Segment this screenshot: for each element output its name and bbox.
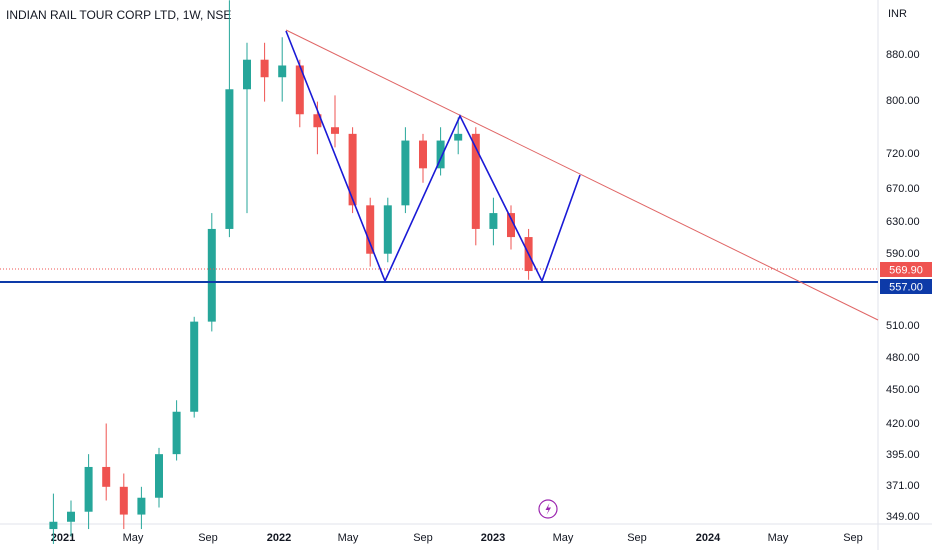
x-tick-label: 2024 bbox=[696, 532, 721, 544]
y-tick-label: 510.00 bbox=[886, 320, 920, 332]
candle-body bbox=[401, 140, 410, 206]
candle-body bbox=[471, 133, 480, 229]
y-tick-label: 395.00 bbox=[886, 449, 920, 461]
support-price-badge bbox=[880, 279, 932, 294]
x-tick-label: May bbox=[768, 532, 789, 544]
candle-body bbox=[436, 140, 445, 169]
candle-body bbox=[243, 59, 251, 90]
double-bottom-pattern bbox=[285, 30, 581, 284]
candle-body bbox=[278, 65, 287, 78]
y-tick-label: 880.00 bbox=[886, 49, 920, 61]
y-tick-label: 630.00 bbox=[886, 216, 920, 228]
x-tick-label: 2023 bbox=[481, 532, 505, 544]
x-tick-label: Sep bbox=[843, 532, 863, 544]
candle-body bbox=[366, 205, 375, 254]
candle-body bbox=[383, 205, 392, 254]
candle-body bbox=[84, 466, 93, 512]
candle-body bbox=[67, 511, 75, 522]
y-tick-label: 420.00 bbox=[886, 418, 920, 430]
y-tick-label: 371.00 bbox=[886, 480, 920, 492]
x-tick-label: 2022 bbox=[267, 532, 291, 544]
candle-body bbox=[190, 321, 199, 412]
last-price-label: 569.90 bbox=[889, 265, 923, 277]
chart-title: INDIAN RAIL TOUR CORP LTD, 1W, NSE bbox=[6, 8, 232, 22]
y-tick-label: 450.00 bbox=[886, 384, 920, 396]
x-tick-label: 2021 bbox=[51, 532, 75, 544]
candle-body bbox=[137, 497, 146, 515]
y-tick-label: 590.00 bbox=[886, 248, 920, 260]
lightning-glyph bbox=[545, 503, 551, 515]
candle-body bbox=[348, 133, 357, 206]
candle-body bbox=[507, 213, 515, 238]
candle-body bbox=[225, 89, 234, 229]
x-tick-label: Sep bbox=[413, 532, 433, 544]
candle-body bbox=[207, 228, 216, 322]
y-tick-label: 800.00 bbox=[886, 95, 920, 107]
descending-trendline bbox=[285, 29, 879, 321]
x-tick-label: Sep bbox=[627, 532, 647, 544]
candle-body bbox=[260, 59, 269, 78]
candle-body bbox=[102, 466, 111, 487]
support-price-label: 557.00 bbox=[889, 282, 923, 294]
y-tick-label: 670.00 bbox=[886, 183, 920, 195]
y-tick-label: 349.00 bbox=[886, 511, 920, 523]
y-tick-label: 480.00 bbox=[886, 352, 920, 364]
candle-body bbox=[331, 127, 339, 134]
x-tick-label: May bbox=[338, 532, 359, 544]
x-tick-label: May bbox=[553, 532, 574, 544]
candle-body bbox=[419, 140, 427, 169]
y-tick-label: 720.00 bbox=[886, 148, 920, 160]
last-price-badge bbox=[880, 262, 932, 277]
candle-body bbox=[489, 213, 498, 229]
x-tick-label: Sep bbox=[198, 532, 218, 544]
candle-body bbox=[49, 521, 58, 530]
candle-body bbox=[313, 114, 322, 128]
candle-body bbox=[454, 133, 463, 141]
currency-label: INR bbox=[888, 8, 907, 20]
x-tick-label: May bbox=[123, 532, 144, 544]
candle-body bbox=[295, 65, 304, 115]
candle-body bbox=[119, 486, 128, 515]
candle-body bbox=[172, 411, 181, 455]
candle-body bbox=[155, 454, 163, 498]
